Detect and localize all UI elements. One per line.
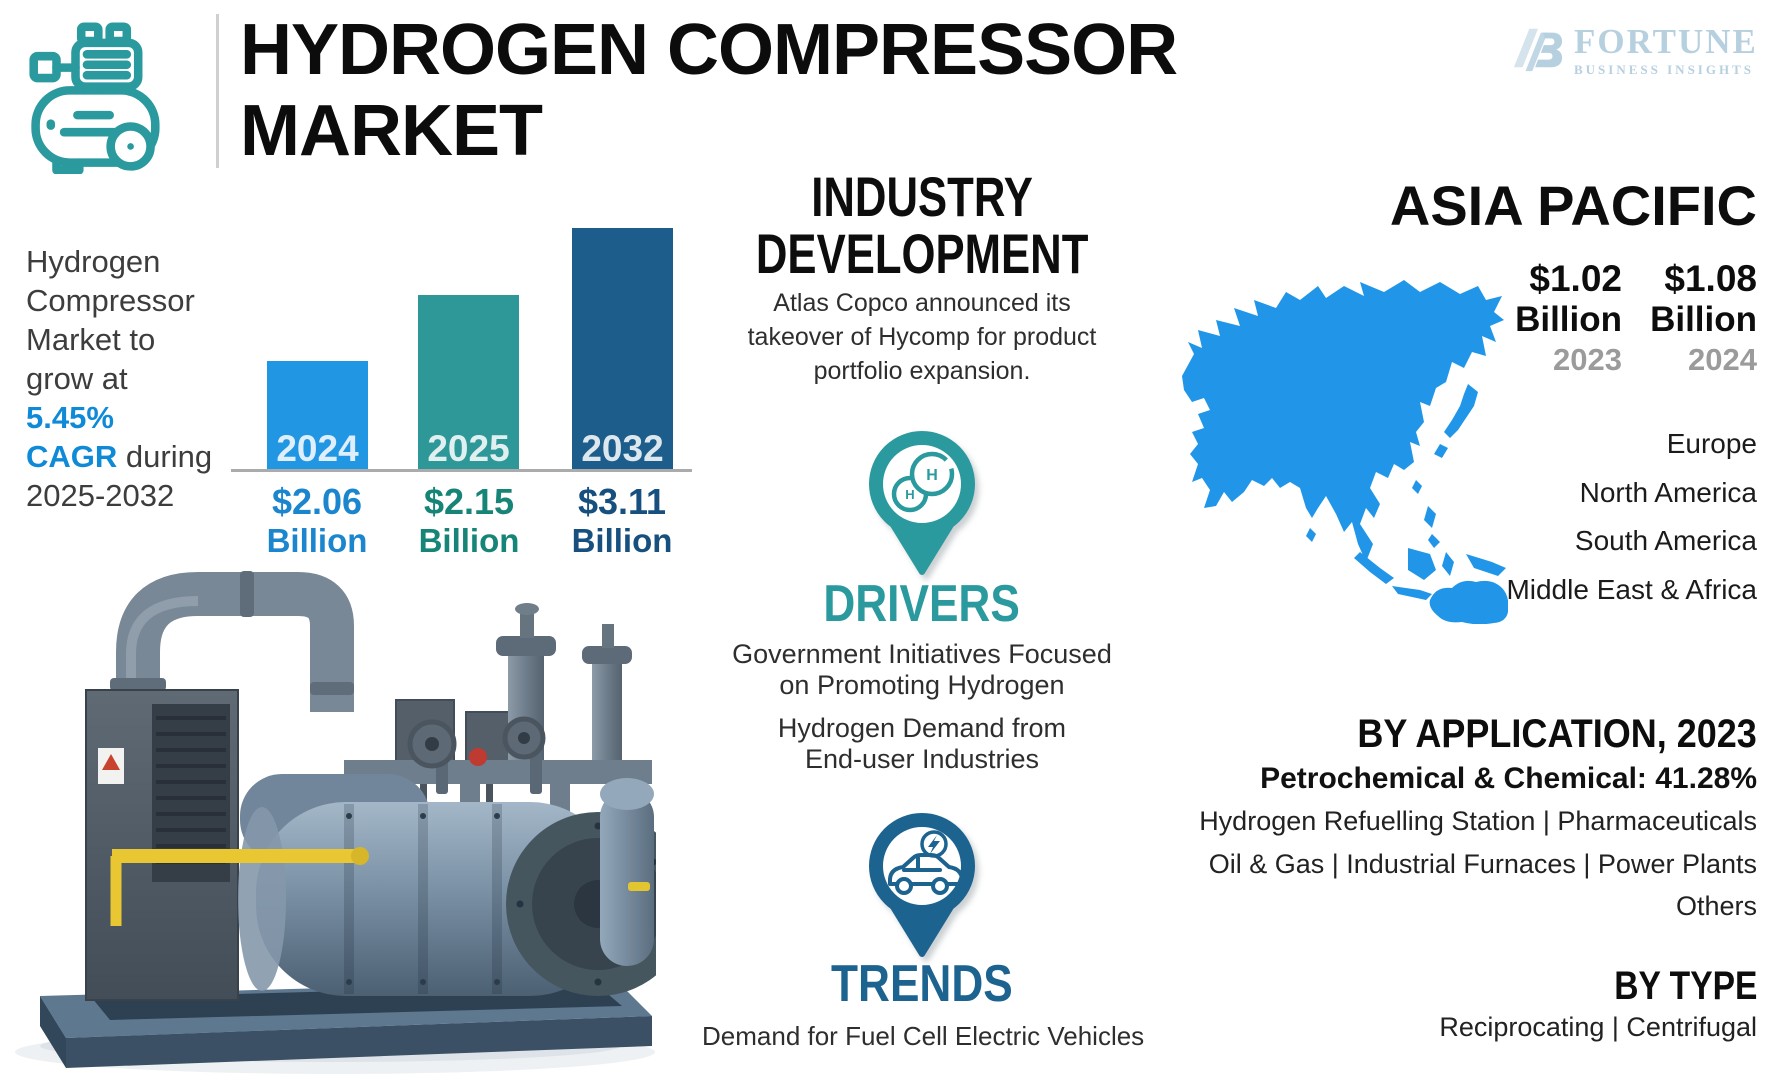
trends-title: TRENDS — [831, 955, 1013, 1013]
chart-baseline — [231, 469, 692, 472]
bar-2025: 2025 — [418, 295, 519, 471]
middle-column: INDUSTRY DEVELOPMENT Atlas Copco announc… — [702, 0, 1145, 1080]
header-divider — [216, 14, 219, 168]
ev-car-icon — [888, 830, 964, 895]
cagr-value: 5.45% — [26, 400, 114, 435]
asia-pacific-map — [1182, 280, 1508, 624]
summary-during: during — [117, 439, 213, 474]
fortune-business-insights-logo: FORTUNE BUSINESS INSIGHTS — [1512, 24, 1758, 78]
by-application-highlight: Petrochemical & Chemical: 41.28% — [1260, 762, 1757, 795]
by-type-title: BY TYPE — [1613, 964, 1757, 1008]
region-item: North America — [1579, 476, 1757, 508]
industry-development-body: Atlas Copco announced its takeover of Hy… — [747, 289, 1097, 385]
trends-pin-icon — [702, 806, 1142, 958]
asia-pacific-title: ASIA PACIFIC — [1389, 174, 1757, 237]
summary-line: grow at — [26, 361, 128, 396]
summary-line: Compressor — [26, 283, 195, 318]
asia-pacific-stat-2023: $1.02 Billion 2023 — [1515, 258, 1622, 377]
asia-pacific-stat-2024: $1.08 Billion 2024 — [1650, 258, 1757, 377]
industry-development-title: INDUSTRY DEVELOPMENT — [755, 165, 1089, 285]
logo-brand: FORTUNE — [1574, 22, 1758, 61]
bar-value-2025: $2.15 Billion — [418, 481, 520, 559]
by-type-row: Reciprocating | Centrifugal — [1439, 1012, 1757, 1042]
drivers-item: Hydrogen Demand from End-user Industries — [777, 713, 1067, 774]
bar-year-label: 2032 — [581, 428, 664, 469]
bar-year-label: 2024 — [276, 428, 359, 469]
bar-year-label: 2025 — [427, 428, 510, 469]
svg-text:H: H — [905, 487, 914, 502]
by-application-row: Oil & Gas | Industrial Furnaces | Power … — [1208, 849, 1757, 879]
fortune-logo-mark-icon — [1513, 28, 1563, 72]
by-application-row: Others — [1675, 891, 1757, 921]
trends-item: Demand for Fuel Cell Electric Vehicles — [702, 1021, 1145, 1051]
cagr-word: CAGR — [26, 439, 118, 474]
summary-line: Market to — [26, 322, 156, 357]
market-summary: Hydrogen Compressor Market to grow at 5.… — [26, 242, 256, 515]
by-application-row: Hydrogen Refuelling Station | Pharmaceut… — [1199, 806, 1757, 836]
bar-value-2032: $3.11 Billion — [571, 481, 673, 559]
drivers-item: Government Initiatives Focused on Promot… — [732, 639, 1112, 700]
page-title-line2: MARKET — [240, 91, 543, 171]
drivers-pin-icon: H H — [702, 424, 1142, 576]
by-application-title: BY APPLICATION, 2023 — [1357, 712, 1757, 756]
region-item: Middle East & Africa — [1506, 573, 1757, 605]
compressor-icon — [29, 22, 160, 174]
logo-subtitle: BUSINESS INSIGHTS — [1574, 62, 1754, 77]
region-item: Europe — [1666, 428, 1757, 459]
hydrogen-molecule-icon — [891, 451, 955, 513]
bar-2024: 2024 — [267, 361, 368, 471]
svg-text:H: H — [926, 467, 938, 484]
page-title-line1: HYDROGEN COMPRESSOR — [240, 10, 1178, 90]
bar-value-2024: $2.06 Billion — [266, 481, 368, 559]
regions-list: Europe North America South America Middl… — [1506, 420, 1757, 614]
summary-line: Hydrogen — [26, 244, 161, 279]
hydrogen-compressor-machine-photo — [15, 571, 656, 1074]
region-item: South America — [1574, 525, 1757, 557]
drivers-title: DRIVERS — [823, 575, 1021, 633]
page-title: HYDROGEN COMPRESSOR MARKET — [240, 10, 1178, 172]
bar-2032: 2032 — [572, 228, 673, 471]
summary-period: 2025-2032 — [26, 478, 175, 513]
